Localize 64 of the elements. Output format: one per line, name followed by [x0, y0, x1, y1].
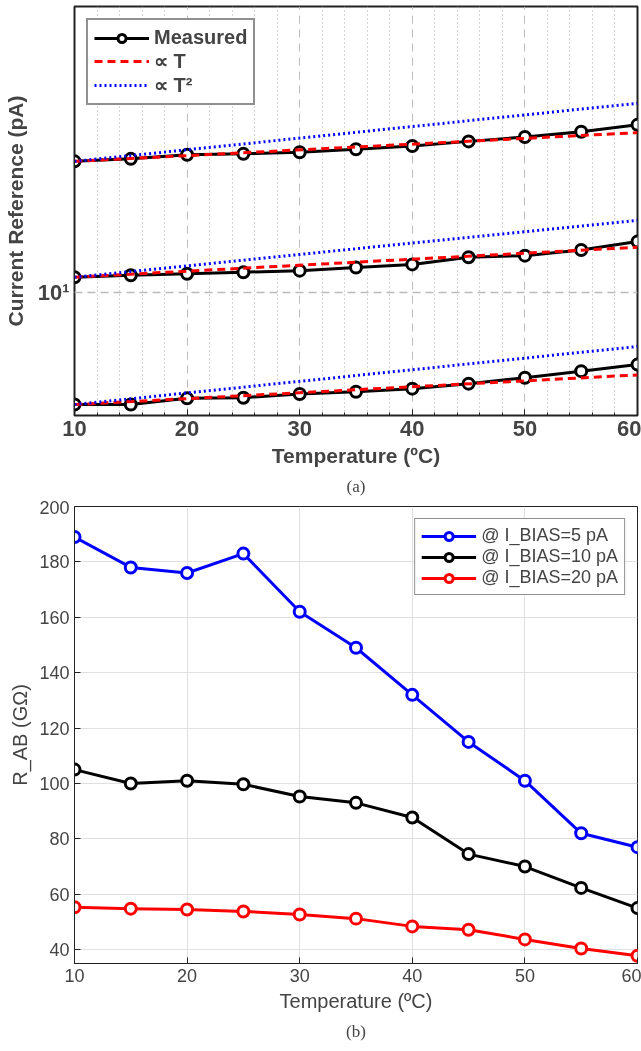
point — [180, 565, 195, 580]
point — [461, 847, 476, 862]
x-tick-label: 40 — [402, 965, 423, 986]
point — [236, 904, 251, 919]
text: (b) — [346, 1021, 366, 1041]
point — [349, 911, 363, 926]
text: 10¹ — [37, 279, 70, 305]
x-axis-title: Temperature (ºC) — [271, 443, 441, 467]
x-tick-label: 30 — [289, 965, 310, 986]
x-tick-label: 60 — [621, 965, 641, 986]
y-tick-label: 60 — [49, 884, 70, 905]
point — [236, 777, 251, 792]
point — [292, 789, 307, 804]
y-axis-title: Current Reference (pA) — [3, 95, 27, 327]
point — [349, 795, 363, 810]
point — [123, 901, 138, 916]
x-tick-label: 20 — [174, 415, 200, 441]
point — [292, 604, 307, 619]
point — [461, 734, 476, 749]
point — [180, 902, 195, 917]
y-tick-label: 160 — [39, 607, 70, 628]
x-tick-label: 30 — [287, 415, 312, 441]
point — [517, 859, 532, 874]
y-tick-label: 100 — [39, 773, 70, 794]
y-tick-label: 180 — [39, 552, 70, 573]
point — [405, 687, 420, 702]
x-tick-label: 10 — [64, 965, 85, 986]
point — [292, 907, 307, 922]
point — [405, 810, 420, 825]
y-axis-title: R_AB (GΩ) — [9, 684, 33, 786]
legend-label: @ I_BIAS=20 pA — [481, 567, 618, 588]
legend-label: ∝ T² — [154, 73, 193, 97]
point — [461, 922, 476, 937]
text: (a) — [346, 476, 366, 496]
point — [349, 640, 363, 655]
y-tick-label: 120 — [39, 718, 70, 739]
point — [574, 880, 589, 895]
y-tick-label: 140 — [39, 663, 70, 684]
x-tick-label: 10 — [62, 415, 87, 441]
x-axis-title: Temperature (ºC) — [279, 989, 433, 1012]
legend-label: ∝ T — [154, 49, 186, 73]
legend-label: @ I_BIAS=5 pA — [481, 525, 608, 546]
x-tick-label: 60 — [617, 415, 641, 441]
point — [405, 919, 420, 934]
y-tick-label: 40 — [49, 940, 70, 961]
legend-label: @ I_BIAS=10 pA — [481, 546, 618, 567]
y-tick-label: 200 — [39, 497, 70, 518]
x-tick-label: 50 — [514, 965, 535, 986]
y-tick-label: 80 — [49, 829, 70, 850]
point — [349, 260, 363, 275]
x-tick-label: 50 — [512, 415, 538, 441]
point — [123, 560, 138, 575]
x-tick-label: 20 — [177, 965, 198, 986]
point — [574, 941, 589, 956]
point — [236, 546, 251, 561]
point — [405, 257, 420, 272]
point — [123, 776, 138, 791]
point — [574, 826, 589, 841]
point — [517, 773, 532, 788]
point — [180, 773, 195, 788]
x-tick-label: 40 — [400, 415, 425, 441]
point — [517, 932, 532, 947]
legend-label: Measured — [154, 26, 248, 49]
point — [574, 364, 589, 379]
